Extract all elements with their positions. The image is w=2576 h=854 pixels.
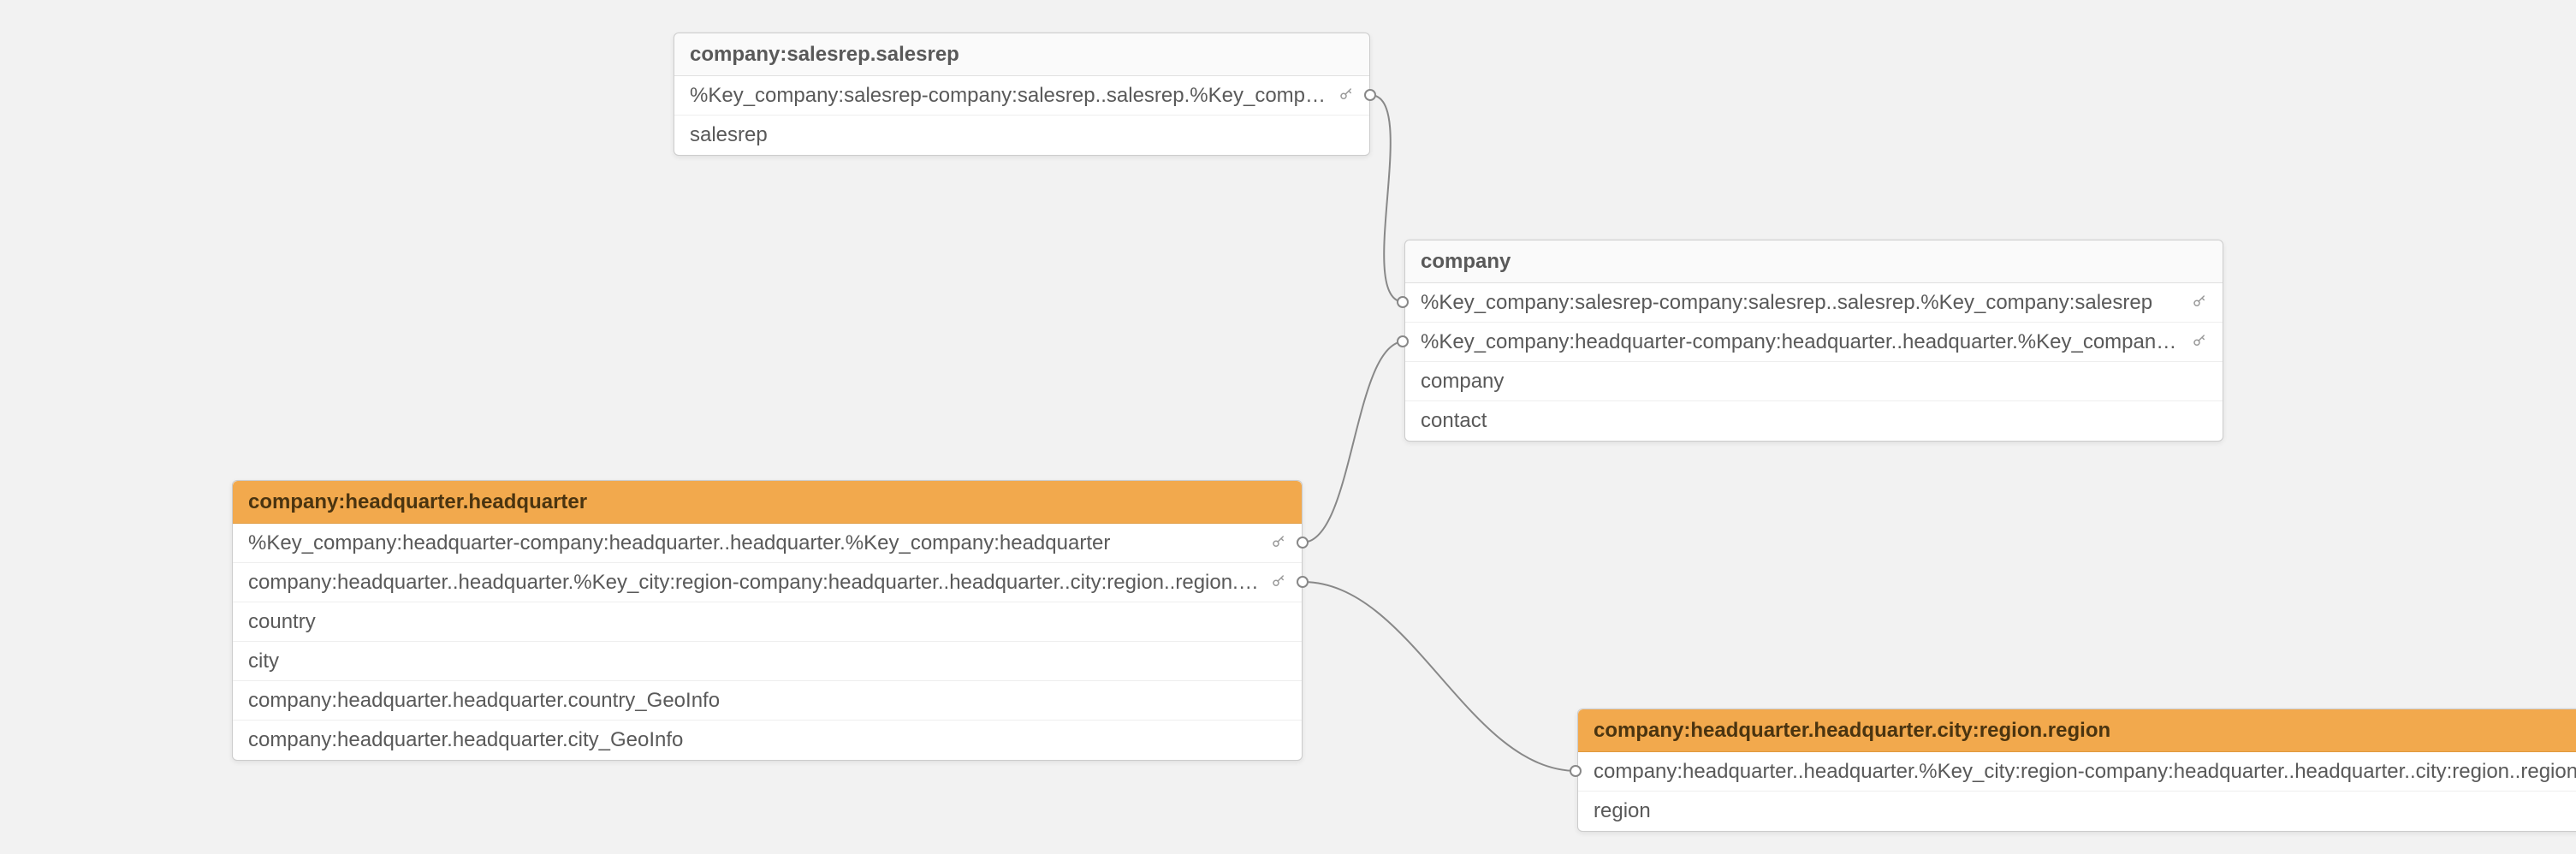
field-label: %Key_company:salesrep-company:salesrep..… (690, 84, 1330, 108)
table-title: company:headquarter.headquarter.city:reg… (1578, 709, 2576, 752)
table-field[interactable]: company:headquarter..headquarter.%Key_ci… (1578, 752, 2576, 792)
relationship-edge (1303, 582, 1577, 771)
table-node-company[interactable]: company %Key_company:salesrep-company:sal… (1404, 240, 2223, 442)
table-field[interactable]: company:headquarter.headquarter.country_… (233, 681, 1302, 721)
field-label: %Key_company:salesrep-company:salesrep..… (1421, 291, 2183, 315)
field-label: company:headquarter..headquarter.%Key_ci… (1594, 760, 2576, 784)
connection-port[interactable] (1397, 296, 1409, 308)
field-label: %Key_company:headquarter-company:headqua… (1421, 330, 2183, 354)
field-label: company:headquarter.headquarter.city_Geo… (248, 728, 1286, 752)
key-icon (1271, 534, 1286, 553)
table-field[interactable]: company (1405, 362, 2223, 401)
table-field[interactable]: %Key_company:salesrep-company:salesrep..… (1405, 283, 2223, 323)
field-label: company:headquarter..headquarter.%Key_ci… (248, 571, 1262, 595)
table-node-salesrep[interactable]: company:salesrep.salesrep %Key_company:sa… (674, 33, 1370, 156)
relationship-edge (1370, 95, 1404, 302)
field-label: company (1421, 370, 2207, 394)
table-title: company:salesrep.salesrep (674, 33, 1369, 76)
key-icon (1271, 573, 1286, 592)
field-label: contact (1421, 409, 2207, 433)
relationship-edge (1303, 341, 1404, 543)
field-label: country (248, 610, 1286, 634)
table-title: company:headquarter.headquarter (233, 481, 1302, 524)
table-field[interactable]: %Key_company:headquarter-company:headqua… (1405, 323, 2223, 362)
table-field[interactable]: company:headquarter..headquarter.%Key_ci… (233, 563, 1302, 602)
table-field[interactable]: company:headquarter.headquarter.city_Geo… (233, 721, 1302, 760)
table-field[interactable]: city (233, 642, 1302, 681)
connection-port[interactable] (1397, 335, 1409, 347)
table-field[interactable]: salesrep (674, 116, 1369, 155)
table-node-region[interactable]: company:headquarter.headquarter.city:reg… (1577, 709, 2576, 832)
field-label: region (1594, 799, 2576, 823)
field-label: city (248, 649, 1286, 673)
field-label: %Key_company:headquarter-company:headqua… (248, 531, 1262, 555)
key-icon (2192, 294, 2207, 312)
connection-port[interactable] (1570, 765, 1582, 777)
table-field[interactable]: contact (1405, 401, 2223, 441)
connection-port[interactable] (1297, 576, 1309, 588)
table-field[interactable]: region (1578, 792, 2576, 831)
connection-port[interactable] (1297, 537, 1309, 549)
connection-port[interactable] (1364, 89, 1376, 101)
key-icon (1338, 86, 1354, 105)
table-field[interactable]: country (233, 602, 1302, 642)
table-title: company (1405, 240, 2223, 283)
table-field[interactable]: %Key_company:headquarter-company:headqua… (233, 524, 1302, 563)
table-node-headquarter[interactable]: company:headquarter.headquarter %Key_comp… (232, 480, 1303, 761)
table-field[interactable]: %Key_company:salesrep-company:salesrep..… (674, 76, 1369, 116)
key-icon (2192, 333, 2207, 352)
field-label: salesrep (690, 123, 1354, 147)
diagram-canvas[interactable]: company:salesrep.salesrep %Key_company:sa… (0, 0, 2576, 854)
field-label: company:headquarter.headquarter.country_… (248, 689, 1286, 713)
